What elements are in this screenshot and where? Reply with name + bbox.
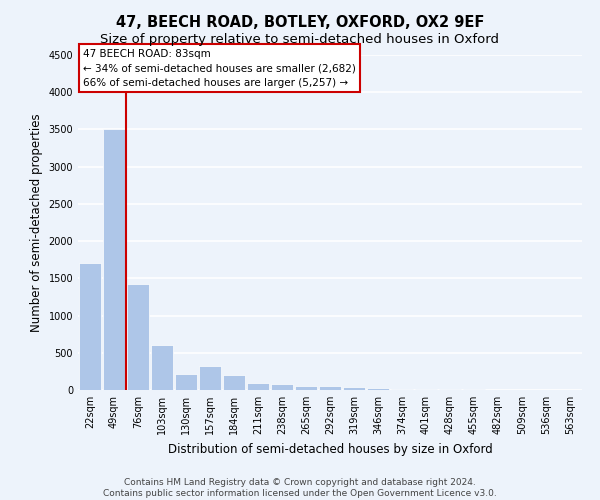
Bar	[175, 374, 197, 390]
Bar	[79, 264, 101, 390]
Bar	[223, 375, 245, 390]
Bar	[391, 388, 413, 390]
Bar	[103, 130, 125, 390]
Y-axis label: Number of semi-detached properties: Number of semi-detached properties	[30, 113, 43, 332]
Bar	[151, 346, 173, 390]
Bar	[319, 386, 341, 390]
Bar	[295, 386, 317, 390]
Bar	[199, 366, 221, 390]
Text: 47 BEECH ROAD: 83sqm
← 34% of semi-detached houses are smaller (2,682)
66% of se: 47 BEECH ROAD: 83sqm ← 34% of semi-detac…	[83, 48, 356, 88]
X-axis label: Distribution of semi-detached houses by size in Oxford: Distribution of semi-detached houses by …	[167, 442, 493, 456]
Bar	[271, 384, 293, 390]
Bar	[367, 388, 389, 390]
Bar	[247, 382, 269, 390]
Bar	[415, 389, 437, 390]
Bar	[343, 387, 365, 390]
Text: Contains HM Land Registry data © Crown copyright and database right 2024.
Contai: Contains HM Land Registry data © Crown c…	[103, 478, 497, 498]
Text: 47, BEECH ROAD, BOTLEY, OXFORD, OX2 9EF: 47, BEECH ROAD, BOTLEY, OXFORD, OX2 9EF	[116, 15, 484, 30]
Bar	[127, 284, 149, 390]
Text: Size of property relative to semi-detached houses in Oxford: Size of property relative to semi-detach…	[101, 32, 499, 46]
